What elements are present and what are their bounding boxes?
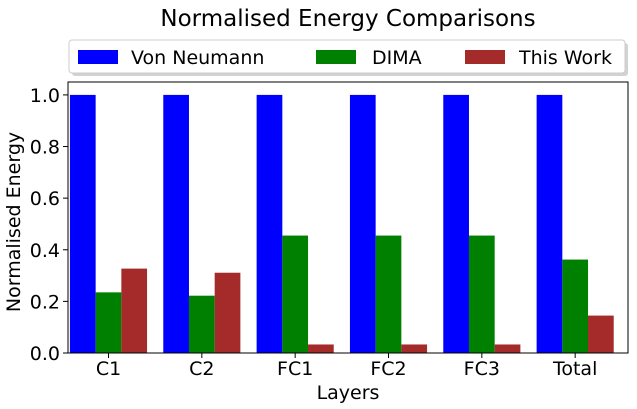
bar-dima-fc3: [468, 235, 495, 353]
bar-this-work-fc3: [494, 344, 521, 353]
x-tick-label: FC2: [370, 358, 406, 380]
legend: Von Neumann DIMA This Work: [68, 39, 628, 76]
y-tick-label: 0.8: [30, 137, 60, 159]
legend-label-dima: DIMA: [372, 47, 422, 69]
x-tick-label: C2: [189, 358, 214, 380]
bar-dima-c1: [95, 292, 122, 353]
chart-title: Normalised Energy Comparisons: [160, 6, 535, 32]
legend-swatch-dima: [316, 50, 356, 64]
bar-this-work-fc1: [308, 344, 334, 353]
legend-label-this-work: This Work: [518, 47, 612, 69]
y-tick-label: 1.0: [30, 85, 60, 107]
bar-von-neumann-fc3: [443, 94, 469, 354]
x-tick-label: FC1: [277, 358, 313, 380]
axes-frame: [67, 81, 629, 354]
legend-swatch-this-work: [465, 50, 505, 64]
legend-swatch-von-neumann: [78, 50, 118, 64]
x-tick-label: FC3: [464, 358, 500, 380]
bar-von-neumann-fc1: [256, 94, 283, 354]
bar-this-work-c2: [214, 272, 241, 353]
y-axis-label: Normalised Energy: [3, 132, 25, 312]
plot-area: 0.0 0.2 0.4 0.6 0.8 1.0 C1 C2 FC1 FC2 FC3 Total: [30, 81, 629, 380]
legend-label-von-neumann: Von Neumann: [131, 47, 264, 69]
bar-von-neumann-fc2: [349, 94, 376, 354]
bar-dima-fc1: [282, 235, 309, 353]
y-tick-label: 0.2: [30, 291, 60, 313]
bar-dima-c2: [188, 295, 215, 353]
bar-von-neumann-c2: [163, 94, 189, 354]
bar-dima-total: [562, 259, 589, 353]
x-tick-label: C1: [96, 358, 121, 380]
bar-this-work-fc2: [401, 344, 428, 353]
bar-this-work-total: [588, 315, 614, 353]
bar-von-neumann-c1: [69, 94, 96, 354]
bar-dima-fc2: [375, 235, 402, 353]
y-tick-label: 0.4: [30, 240, 60, 262]
y-tick-label: 0.6: [30, 188, 60, 210]
y-tick-label: 0.0: [30, 343, 60, 365]
bar-von-neumann-total: [536, 94, 563, 354]
x-axis-label: Layers: [317, 382, 380, 404]
x-tick-label: Total: [552, 358, 597, 380]
bar-this-work-c1: [121, 268, 148, 353]
